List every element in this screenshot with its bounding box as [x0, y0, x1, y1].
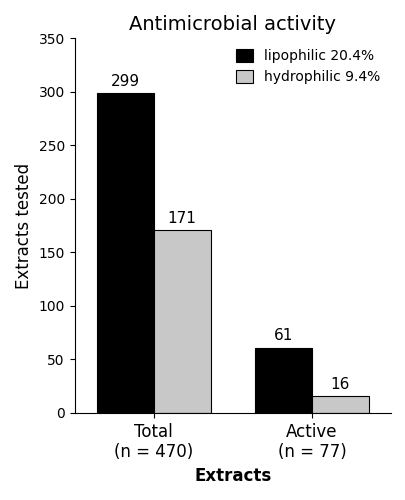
Text: 61: 61 — [273, 328, 292, 344]
Title: Antimicrobial activity: Antimicrobial activity — [129, 15, 335, 34]
Bar — [254, 348, 311, 413]
Legend: lipophilic 20.4%, hydrophilic 9.4%: lipophilic 20.4%, hydrophilic 9.4% — [231, 46, 383, 88]
Bar — [153, 230, 210, 413]
Y-axis label: Extracts tested: Extracts tested — [15, 162, 33, 288]
Text: 16: 16 — [330, 376, 349, 392]
Text: 299: 299 — [111, 74, 139, 88]
Text: 171: 171 — [167, 210, 196, 226]
Bar — [96, 93, 153, 413]
Bar — [311, 396, 368, 413]
X-axis label: Extracts: Extracts — [194, 467, 271, 485]
